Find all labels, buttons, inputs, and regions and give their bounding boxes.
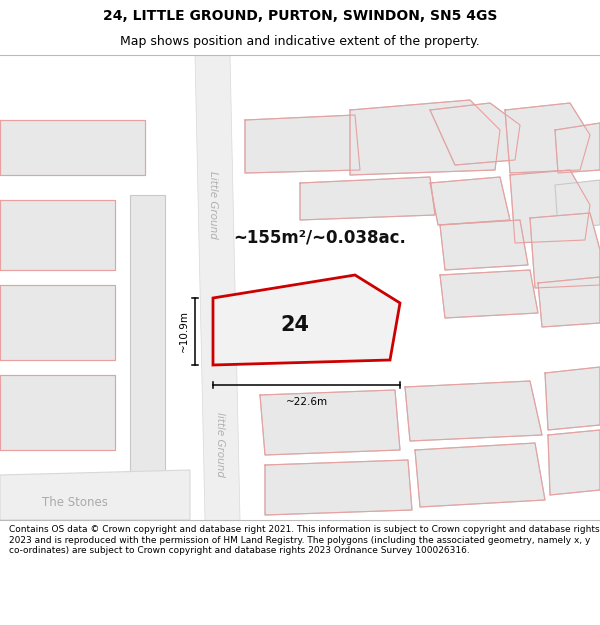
Polygon shape [0, 470, 190, 520]
Polygon shape [0, 120, 145, 175]
Polygon shape [213, 275, 400, 365]
Polygon shape [405, 381, 542, 441]
Text: Little Ground: Little Ground [208, 171, 218, 239]
Polygon shape [548, 430, 600, 495]
Polygon shape [555, 123, 600, 173]
Text: little Ground: little Ground [215, 412, 225, 478]
Polygon shape [300, 177, 435, 220]
Polygon shape [430, 103, 520, 165]
Polygon shape [545, 367, 600, 430]
Polygon shape [440, 270, 538, 318]
Polygon shape [430, 177, 510, 225]
Text: ~155m²/~0.038ac.: ~155m²/~0.038ac. [233, 229, 406, 247]
Polygon shape [555, 180, 600, 228]
Polygon shape [265, 460, 412, 515]
Polygon shape [350, 100, 500, 175]
Polygon shape [505, 103, 590, 173]
Polygon shape [538, 277, 600, 327]
Polygon shape [0, 375, 115, 450]
Text: Contains OS data © Crown copyright and database right 2021. This information is : Contains OS data © Crown copyright and d… [9, 525, 599, 555]
Polygon shape [245, 115, 360, 173]
Polygon shape [415, 443, 545, 507]
Text: Map shows position and indicative extent of the property.: Map shows position and indicative extent… [120, 35, 480, 48]
Polygon shape [440, 220, 528, 270]
Text: 24, LITTLE GROUND, PURTON, SWINDON, SN5 4GS: 24, LITTLE GROUND, PURTON, SWINDON, SN5 … [103, 9, 497, 24]
Polygon shape [260, 390, 400, 455]
Polygon shape [510, 170, 590, 243]
Polygon shape [530, 213, 600, 288]
Polygon shape [130, 195, 165, 475]
Text: 24: 24 [281, 315, 310, 335]
Polygon shape [0, 285, 115, 360]
Text: ~22.6m: ~22.6m [286, 397, 328, 407]
Polygon shape [195, 55, 240, 520]
Text: ~10.9m: ~10.9m [179, 311, 189, 352]
Text: The Stones: The Stones [42, 496, 108, 509]
Polygon shape [0, 200, 115, 270]
